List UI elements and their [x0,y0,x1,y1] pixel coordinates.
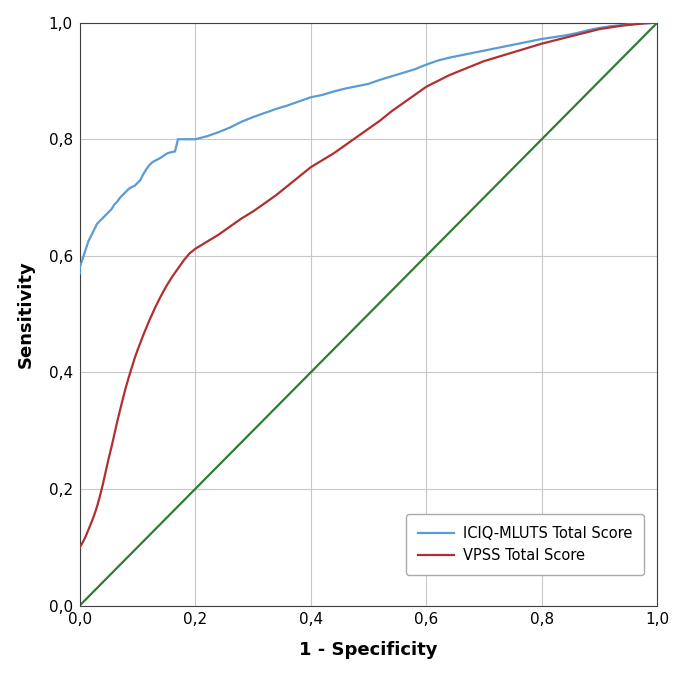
ICIQ-MLUTS Total Score [364,80,372,88]
VPSS Total Score [272,191,280,199]
VPSS Total Score [156,293,165,301]
VPSS Total Score [122,383,130,391]
ICIQ-MLUTS Total Score [75,269,84,277]
VPSS Total Score [119,394,127,402]
ICIQ-MLUTS Total Score [283,101,292,110]
ICIQ-MLUTS Total Score [653,19,661,27]
ICIQ-MLUTS Total Score [330,87,338,95]
Y-axis label: Sensitivity: Sensitivity [16,260,35,368]
Line: VPSS Total Score: VPSS Total Score [80,23,657,547]
VPSS Total Score [572,31,580,39]
ICIQ-MLUTS Total Score [295,97,303,105]
ICIQ-MLUTS Total Score [549,33,558,41]
ICIQ-MLUTS Total Score [180,135,188,143]
VPSS Total Score [283,182,292,190]
Line: ICIQ-MLUTS Total Score: ICIQ-MLUTS Total Score [80,23,657,273]
VPSS Total Score [75,543,84,551]
VPSS Total Score [653,19,661,27]
X-axis label: 1 - Specificity: 1 - Specificity [299,642,438,659]
Legend: ICIQ-MLUTS Total Score, VPSS Total Score: ICIQ-MLUTS Total Score, VPSS Total Score [406,514,644,575]
